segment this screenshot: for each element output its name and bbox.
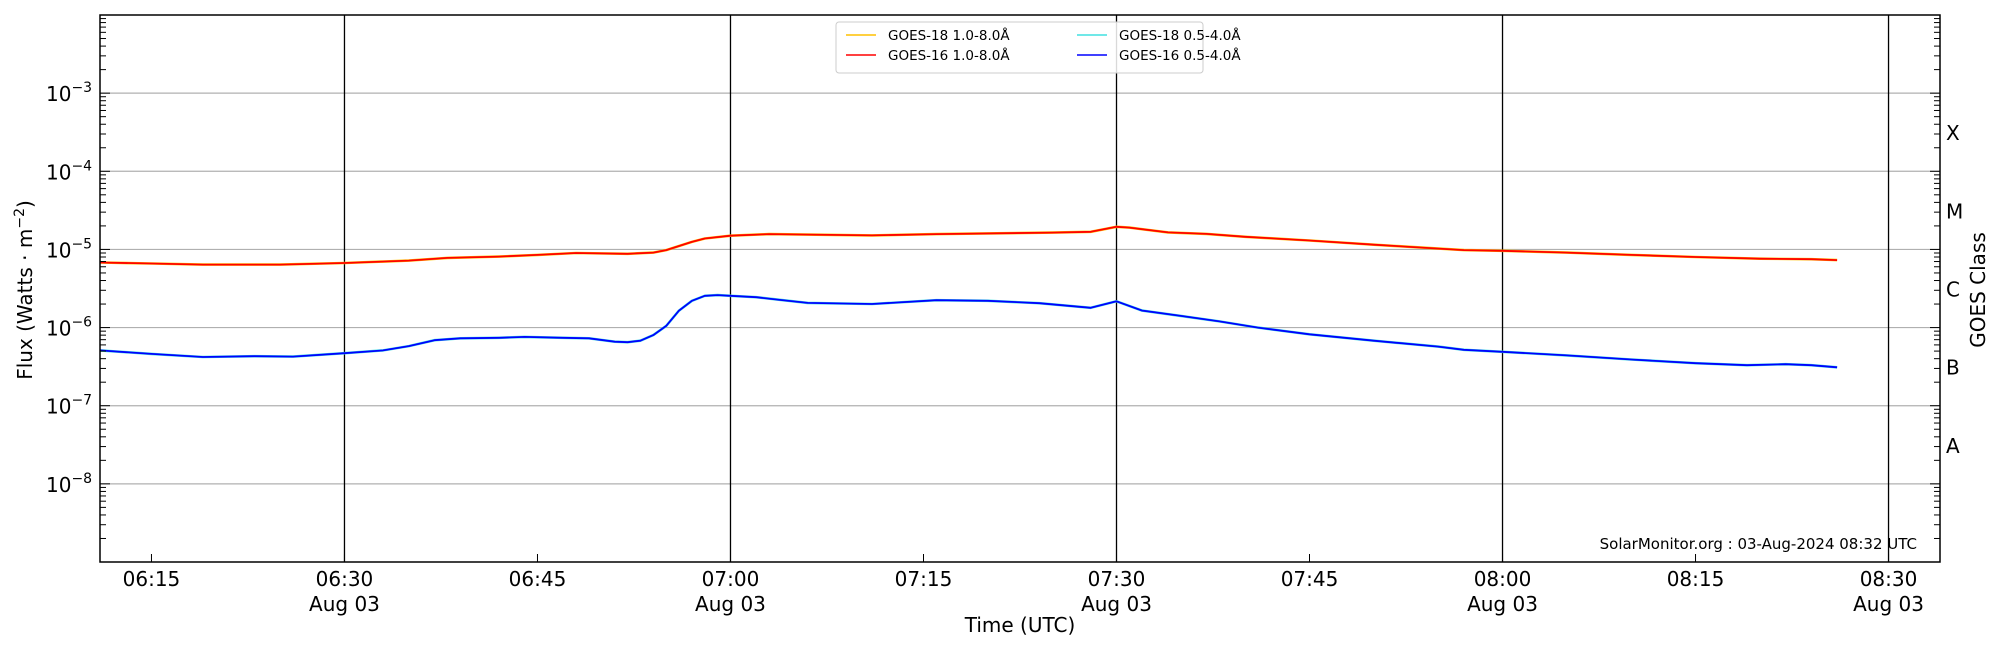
x-tick-label: 08:15 (1667, 567, 1725, 591)
x-tick-label: 06:15 (123, 567, 181, 591)
x-tick-date-label: Aug 03 (1853, 592, 1924, 616)
watermark-annotation: SolarMonitor.org : 03-Aug-2024 08:32 UTC (1600, 535, 1917, 553)
plot-frame (99, 14, 1941, 563)
x-tick-label: 06:45 (509, 567, 567, 591)
x-tick-label: 06:30 (316, 567, 374, 591)
legend-box (835, 21, 1204, 74)
series-line-goes-16-0-5-4-0- (99, 294, 1838, 369)
y-tick-label: 10−6 (46, 315, 92, 341)
y-axis-label: Flux (Watts · m−2) (12, 200, 37, 380)
x-tick-label: 07:00 (702, 567, 760, 591)
x-axis-label: Time (UTC) (964, 613, 1076, 637)
y-tick-label: 10−7 (46, 393, 92, 419)
goes-class-label-A: A (1946, 434, 1960, 458)
right-axis-label: GOES Class (1966, 232, 1990, 348)
goes-class-label-C: C (1946, 278, 1960, 302)
goes-class-label-X: X (1946, 121, 1960, 145)
goes-class-labels: X M C B A (1946, 121, 1963, 458)
y-tick-label: 10−4 (46, 158, 92, 184)
goes-class-label-B: B (1946, 356, 1960, 380)
y-tick-label: 10−5 (46, 236, 92, 262)
legend-label: GOES-16 0.5-4.0Å (1119, 47, 1241, 64)
legend-label: GOES-18 1.0-8.0Å (888, 27, 1010, 44)
x-tick-date-label: Aug 03 (309, 592, 380, 616)
x-tick-date-label: Aug 03 (1467, 592, 1538, 616)
vertical-hour-lines (343, 15, 1890, 562)
legend-label: GOES-16 1.0-8.0Å (888, 47, 1010, 64)
x-tick-label: 07:45 (1281, 567, 1339, 591)
legend-label: GOES-18 0.5-4.0Å (1119, 27, 1241, 44)
series-line-goes-16-1-0-8-0- (99, 225, 1838, 266)
series-lines (99, 225, 1838, 369)
legend: GOES-18 1.0-8.0Å GOES-18 0.5-4.0Å GOES-16 … (835, 21, 1241, 74)
x-tick-date-label: Aug 03 (1081, 592, 1152, 616)
x-tick-label: 08:30 (1860, 567, 1918, 591)
x-tick-label: 07:30 (1088, 567, 1146, 591)
y-tick-label: 10−8 (46, 471, 92, 497)
x-tick-date-label: Aug 03 (695, 592, 766, 616)
series-line-goes-18-1-0-8-0- (99, 225, 1838, 266)
gridlines (100, 92, 1940, 485)
x-tick-label: 07:15 (895, 567, 953, 591)
goes-class-label-M: M (1946, 199, 1963, 223)
y-tick-labels: 10−3 10−4 10−5 10−6 10−7 10−8 (46, 80, 92, 497)
y-tick-label: 10−3 (46, 80, 92, 106)
x-tick-label: 08:00 (1474, 567, 1532, 591)
axis-ticks (100, 18, 1940, 563)
